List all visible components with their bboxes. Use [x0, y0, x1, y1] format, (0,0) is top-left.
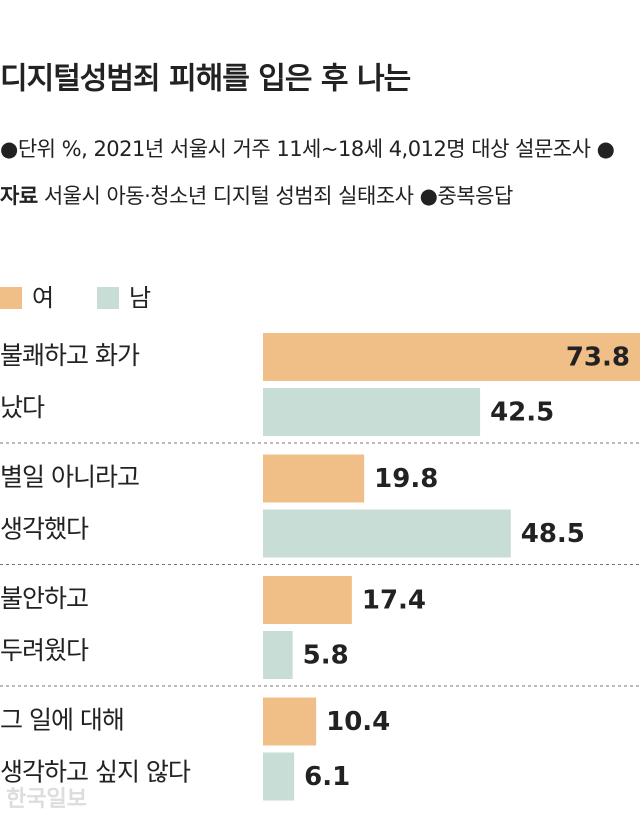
- value-label: 42.5: [490, 398, 554, 428]
- bar: [263, 509, 511, 558]
- legend-label: 남: [129, 284, 151, 312]
- note: ●중복응답: [419, 184, 514, 208]
- value-label: 6.1: [304, 762, 350, 792]
- legend-label: 여: [32, 284, 54, 312]
- note-text: 서울시 아동·청소년 디지털 성범죄 실태조사: [43, 184, 414, 208]
- note-text: 단위 %, 2021년 서울시 거주 11세~18세 4,012명 대상 설문조…: [17, 137, 591, 161]
- notes: ●단위 %, 2021년 서울시 거주 11세~18세 4,012명 대상 설문…: [0, 126, 625, 220]
- legend-swatch: [0, 287, 22, 309]
- bar: [263, 454, 365, 503]
- value-label: 73.8: [566, 343, 630, 373]
- note: ●자료 서울시 아동·청소년 디지털 성범죄 실태조사: [0, 137, 615, 208]
- bar: [263, 752, 295, 801]
- category-label: 그 일에 대해 생각하고 싶지 않다: [0, 706, 191, 787]
- category-label: 별일 아니라고 생각했다: [0, 463, 139, 544]
- bar: [263, 388, 481, 436]
- legend-swatch: [97, 287, 119, 309]
- note: ●단위 %, 2021년 서울시 거주 11세~18세 4,012명 대상 설문…: [0, 137, 591, 161]
- value-label: 17.4: [362, 586, 426, 616]
- watermark: 한국일보: [6, 787, 87, 812]
- category-label: 불쾌하고 화가 났다: [0, 341, 140, 422]
- bar: [263, 576, 352, 624]
- value-label: 5.8: [303, 641, 349, 671]
- bar: [263, 631, 293, 679]
- bar: [263, 697, 317, 746]
- value-label: 19.8: [374, 464, 438, 494]
- bar: [263, 333, 640, 381]
- value-label: 48.5: [521, 519, 585, 549]
- chart-title: 디지털성범죄 피해를 입은 후 나는: [0, 62, 411, 97]
- note-label: 자료: [0, 184, 38, 208]
- category-label: 불안하고 두려웠다: [0, 584, 89, 665]
- note-text: 중복응답: [437, 184, 513, 208]
- value-label: 10.4: [326, 707, 390, 737]
